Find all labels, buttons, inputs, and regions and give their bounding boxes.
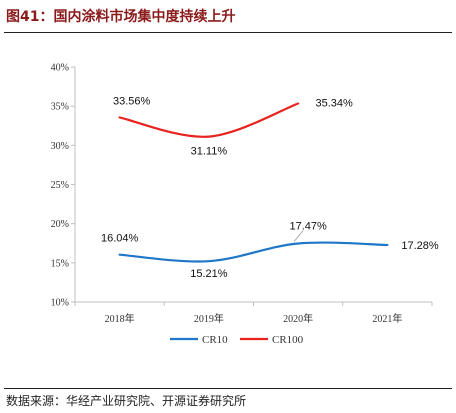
y-tick-label: 40% (51, 63, 69, 74)
y-tick-label: 30% (51, 141, 69, 152)
chart-data-labels: 16.04% 15.21% 17.47% 17.28% 33.56% 31.11% 35.3… (101, 95, 439, 280)
chart-series (118, 102, 389, 263)
chart-title: 图41：国内涂料市场集中度持续上升 (6, 9, 236, 25)
chart-axes: 10% 15% 20% 25% 30% 35% 40% 2018年 2019年 2020年 2021… (51, 63, 433, 325)
legend-label-cr10: CR10 (202, 334, 228, 346)
data-label-cr100: 33.56% (113, 95, 151, 107)
x-tick-label: 2021年 (372, 312, 402, 325)
series-line-cr100 (118, 102, 300, 138)
source-divider (4, 388, 452, 389)
y-tick-label: 35% (51, 102, 69, 113)
data-label-cr100: 35.34% (315, 98, 353, 110)
data-label-cr10: 15.21% (190, 268, 228, 280)
data-label-cr10: 17.47% (289, 220, 327, 232)
data-label-cr100: 31.11% (191, 146, 228, 158)
y-tick-label: 25% (51, 180, 69, 191)
y-tick-label: 10% (51, 298, 69, 309)
title-divider (4, 32, 452, 33)
y-tick-label: 15% (51, 258, 69, 269)
y-tick-label: 20% (51, 219, 69, 230)
series-line-cr10 (118, 241, 389, 263)
data-label-cr10: 16.04% (101, 233, 139, 245)
legend-label-cr100: CR100 (272, 334, 304, 346)
x-tick-label: 2018年 (105, 312, 135, 325)
data-label-leader (293, 230, 304, 242)
source-note: 数据来源：华经产业研究院、开源证券研究所 (6, 394, 247, 408)
x-tick-label: 2019年 (194, 312, 224, 325)
chart-legend: CR10 CR100 (170, 334, 304, 346)
x-tick-label: 2020年 (283, 312, 313, 325)
data-label-cr10: 17.28% (401, 240, 439, 252)
